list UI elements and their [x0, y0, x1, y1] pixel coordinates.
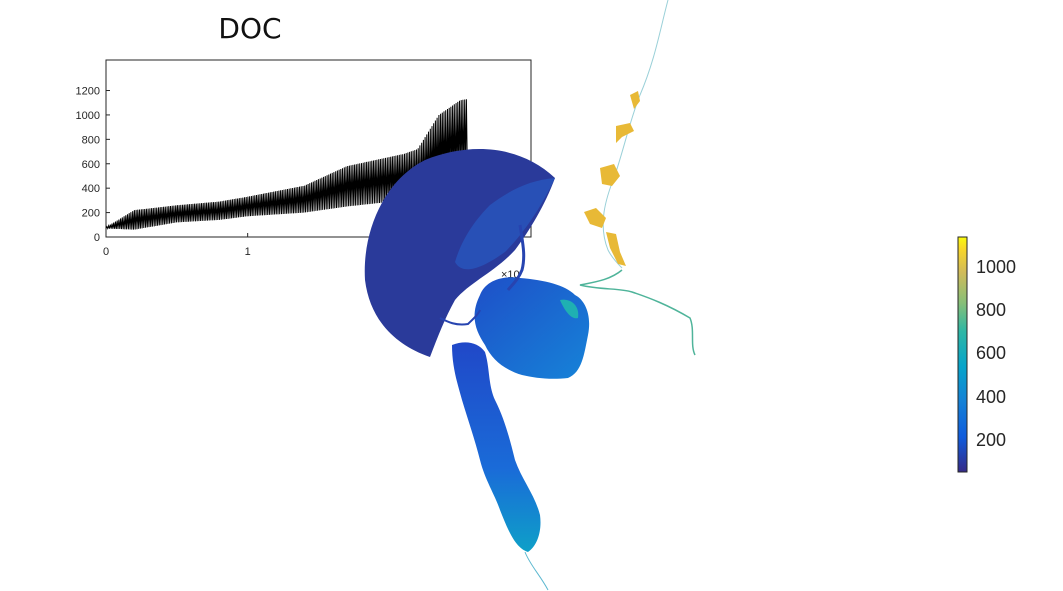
y-axis: 0 200 400 600 800 1000 1200	[76, 86, 110, 244]
colorbar-tick-label: 1000	[976, 257, 1016, 277]
y-tick-label: 0	[94, 232, 100, 244]
basin-inflow	[560, 299, 579, 319]
colorbar-tick-label: 400	[976, 387, 1006, 407]
channel-west	[439, 309, 481, 326]
x-tick-label: 0	[103, 246, 109, 258]
x-tick-label: 1	[245, 246, 251, 258]
spatial-map	[364, 0, 696, 591]
chart-title: DOC	[218, 12, 282, 45]
colorbar-gradient	[957, 236, 968, 473]
y-tick-label: 800	[82, 134, 100, 146]
y-tick-label: 600	[82, 159, 100, 171]
y-tick-label: 1200	[76, 86, 100, 98]
upper-river-sections	[584, 91, 640, 266]
colorbar-tick-label: 200	[976, 430, 1006, 450]
y-tick-label: 400	[82, 183, 100, 195]
channel	[506, 224, 526, 291]
y-tick-label: 1000	[76, 110, 100, 122]
colorbar-tick-label: 800	[976, 300, 1006, 320]
estuary	[452, 342, 541, 552]
central-basin	[474, 277, 590, 379]
tributary-line	[579, 269, 696, 356]
outlet-line	[524, 551, 549, 591]
colorbar: 200 400 600 800 1000	[957, 236, 1016, 473]
y-tick-label: 200	[82, 208, 100, 220]
fan-region-inner	[455, 178, 555, 270]
colorbar-tick-label: 600	[976, 343, 1006, 363]
upper-river-line	[602, 0, 669, 269]
